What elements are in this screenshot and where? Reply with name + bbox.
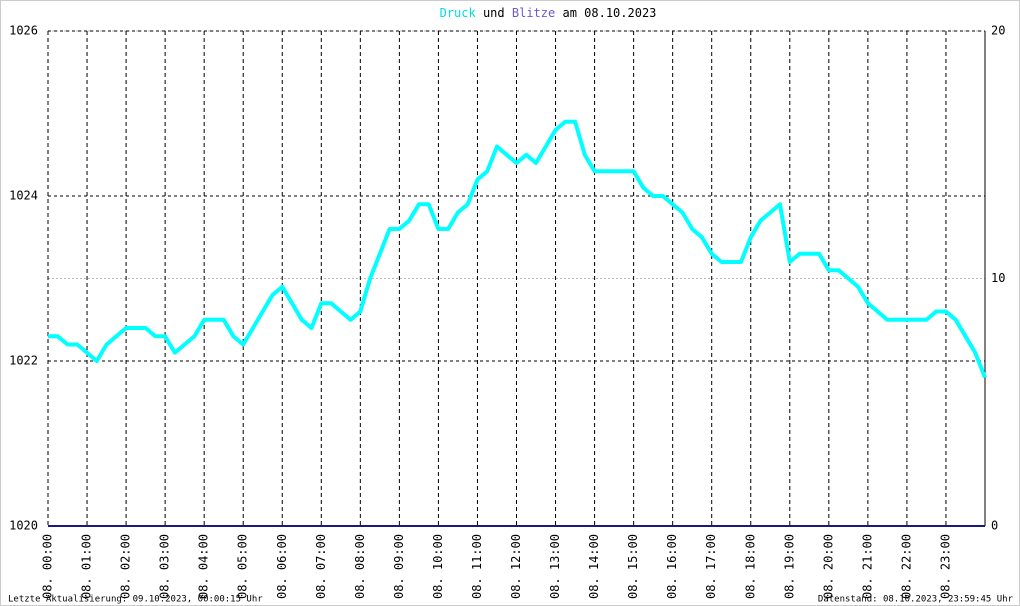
x-tick-label: 08. 11:00: [470, 534, 484, 599]
x-tick-label: 08. 14:00: [587, 534, 601, 599]
y-tick-label: 1020: [9, 519, 38, 533]
x-tick-label: 08. 09:00: [392, 534, 406, 599]
x-tick-label: 08. 02:00: [119, 534, 133, 599]
x-tick-label: 08. 07:00: [314, 534, 328, 599]
chart-title: Druck und Blitze am 08.10.2023: [440, 6, 657, 20]
y2-tick-label: 20: [991, 24, 1005, 38]
series-line: [48, 119, 987, 379]
x-tick-label: 08. 05:00: [236, 534, 250, 599]
x-tick-label: 08. 00:00: [41, 534, 55, 599]
x-tick-label: 08. 08:00: [353, 534, 367, 599]
title-word: Blitze: [512, 6, 555, 20]
x-tick-label: 08. 17:00: [704, 534, 718, 599]
x-tick-label: 08. 06:00: [275, 534, 289, 599]
y-tick-label: 1024: [9, 189, 38, 203]
footer-left: Letzte Aktualisierung: 09.10.2023, 00:00…: [8, 595, 263, 605]
x-tick-label: 08. 21:00: [860, 534, 874, 599]
x-tick-label: 08. 01:00: [80, 534, 94, 599]
y-tick-label: 1026: [9, 24, 38, 38]
x-tick-label: 08. 03:00: [158, 534, 172, 599]
x-tick-label: 08. 04:00: [197, 534, 211, 599]
x-tick-label: 08. 12:00: [509, 534, 523, 599]
x-tick-label: 08. 22:00: [899, 534, 913, 599]
x-tick-label: 08. 19:00: [782, 534, 796, 599]
x-tick-label: 08. 16:00: [665, 534, 679, 599]
x-tick-label: 08. 20:00: [821, 534, 835, 599]
title-word: Druck: [440, 6, 477, 20]
x-tick-label: 08. 18:00: [743, 534, 757, 599]
x-tick-label: 08. 13:00: [548, 534, 562, 599]
x-tick-label: 08. 23:00: [938, 534, 952, 599]
x-tick-label: 08. 15:00: [626, 534, 640, 599]
y-tick-label: 1022: [9, 354, 38, 368]
footer-right: Datenstand: 08.10.2023, 23:59:45 Uhr: [818, 595, 1014, 605]
title-word: am 08.10.2023: [562, 6, 656, 20]
y2-tick-label: 10: [991, 271, 1005, 285]
title-word: und: [483, 6, 505, 20]
y2-tick-label: 0: [991, 519, 998, 533]
x-tick-label: 08. 10:00: [431, 534, 445, 599]
